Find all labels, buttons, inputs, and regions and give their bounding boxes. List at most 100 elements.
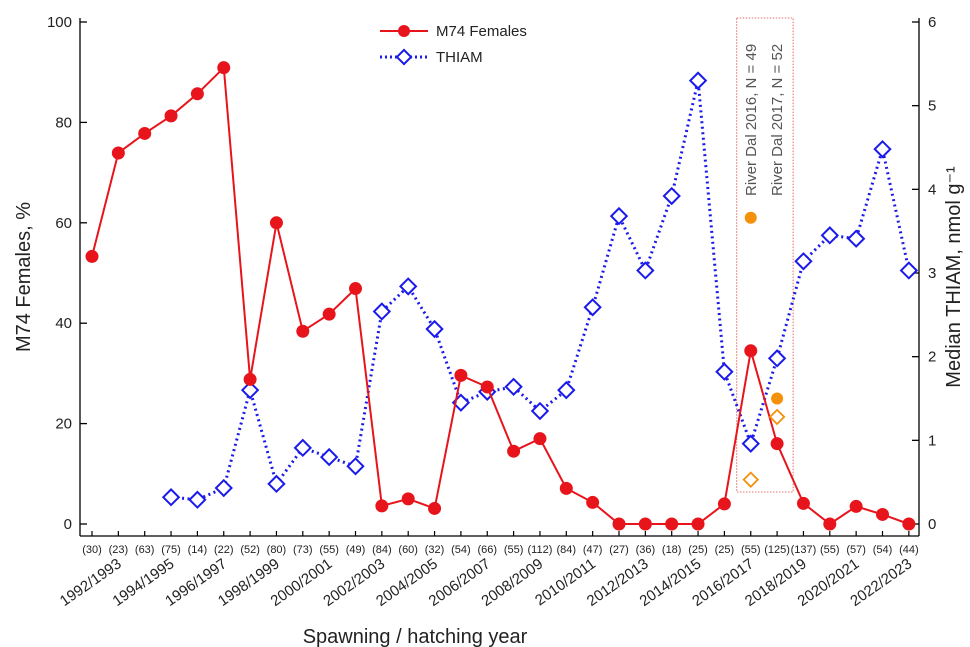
m74-point xyxy=(401,492,415,506)
m74-point xyxy=(138,126,152,140)
river-dal-annotation: River Dal 2016, N = 49 River Dal 2017, N… xyxy=(736,17,794,493)
sample-size-label: (60) xyxy=(398,544,418,556)
left-tick-label: 20 xyxy=(55,416,72,433)
sample-size-label: (54) xyxy=(873,544,893,556)
m74-point xyxy=(902,517,916,531)
legend-m74-marker xyxy=(398,25,410,37)
sample-size-label: (84) xyxy=(372,544,392,556)
sample-size-label: (25) xyxy=(688,544,708,556)
thiam-point xyxy=(820,226,839,245)
m74-point xyxy=(296,324,310,338)
right-tick-label: 3 xyxy=(928,265,936,282)
sample-size-label: (44) xyxy=(899,544,919,556)
river-dal-thiam-point xyxy=(742,471,760,489)
thiam-point xyxy=(504,377,523,396)
m74-point xyxy=(612,517,626,531)
river-dal-thiam-point xyxy=(768,408,786,426)
m74-point xyxy=(717,497,731,511)
thiam-point xyxy=(715,362,734,381)
sample-size-label: (57) xyxy=(846,544,866,556)
left-tick-label: 40 xyxy=(55,315,72,332)
sample-size-label: (18) xyxy=(662,544,682,556)
thiam-point xyxy=(346,457,365,476)
river-dal-m74-point xyxy=(771,392,784,405)
m74-point xyxy=(586,495,600,509)
m74-point xyxy=(243,372,257,386)
m74-point xyxy=(876,507,889,521)
y-left-axis-title: M74 Females, % xyxy=(13,202,35,352)
left-tick-label: 60 xyxy=(55,215,72,232)
right-tick-label: 5 xyxy=(928,98,936,115)
thiam-point xyxy=(846,229,866,248)
thiam-point xyxy=(319,447,339,467)
thiam-point xyxy=(688,71,708,90)
m74-point xyxy=(691,517,705,531)
left-axis-ticks: 0 20 40 60 80 100 xyxy=(47,14,87,533)
sample-size-label: (112) xyxy=(528,544,553,556)
sample-size-label: (75) xyxy=(161,544,181,556)
right-tick-label: 4 xyxy=(928,181,936,198)
sample-size-label: (55) xyxy=(820,544,840,556)
thiam-point xyxy=(293,438,312,458)
thiam-point xyxy=(899,261,919,280)
thiam-point xyxy=(662,186,681,206)
m74-females-series xyxy=(85,61,916,531)
m74-point xyxy=(190,87,204,101)
m74-point xyxy=(111,146,125,160)
thiam-point xyxy=(583,298,602,317)
thiam-point xyxy=(636,261,655,280)
thiam-point xyxy=(161,488,181,507)
thiam-point xyxy=(399,277,418,296)
thiam-point xyxy=(741,434,760,453)
sample-size-label: (52) xyxy=(240,544,260,556)
left-tick-label: 0 xyxy=(64,516,72,533)
legend-m74-label: M74 Females xyxy=(436,23,527,40)
m74-point xyxy=(507,444,521,458)
thiam-point xyxy=(372,302,392,321)
m74-point xyxy=(164,109,178,123)
m74-point xyxy=(533,432,547,446)
thiam-point xyxy=(794,252,813,271)
legend-thiam-marker xyxy=(395,48,413,66)
sample-size-label: (55) xyxy=(319,544,339,556)
right-tick-label: 6 xyxy=(928,14,936,31)
river-dal-m74-point xyxy=(744,211,757,224)
river-dal-box xyxy=(736,17,794,493)
m74-point xyxy=(849,499,863,513)
sample-size-label: (55) xyxy=(504,544,524,556)
m74-point xyxy=(665,517,679,531)
sample-size-label: (63) xyxy=(135,544,155,556)
river-dal-2017-label: River Dal 2017, N = 52 xyxy=(769,44,786,196)
thiam-point xyxy=(214,478,233,498)
sample-size-label: (30) xyxy=(82,544,102,556)
m74-point xyxy=(480,380,494,394)
x-axis-title: Spawning / hatching year xyxy=(303,626,528,647)
y-right-axis-title: Median THIAM, nmol g⁻¹ xyxy=(943,166,965,388)
m74-point xyxy=(796,496,810,510)
thiam-point xyxy=(425,319,444,339)
legend: M74 Females THIAM xyxy=(380,23,527,66)
thiam-point xyxy=(267,474,286,494)
m74-point xyxy=(375,499,389,513)
m74-point xyxy=(744,344,758,358)
thiam-point xyxy=(188,490,207,509)
right-tick-label: 1 xyxy=(928,432,936,449)
x-axis-tick-labels: 1992/19931994/19951996/19971998/19992000… xyxy=(57,555,915,610)
sample-size-label: (55) xyxy=(741,544,761,556)
sample-size-label: (22) xyxy=(214,544,234,556)
legend-thiam-label: THIAM xyxy=(436,49,483,66)
thiam-point xyxy=(873,139,892,159)
left-tick-label: 80 xyxy=(55,114,72,131)
right-tick-label: 2 xyxy=(928,349,936,366)
m74-point xyxy=(217,61,231,75)
thiam-series xyxy=(161,71,919,509)
thiam-point xyxy=(767,349,787,368)
thiam-point xyxy=(557,380,576,400)
right-tick-label: 0 xyxy=(928,516,936,533)
m74-point xyxy=(559,481,573,495)
m74-point xyxy=(638,517,652,531)
right-axis-ticks: 0 1 2 3 4 5 6 xyxy=(912,14,936,533)
sample-size-label: (25) xyxy=(715,544,735,556)
sample-size-label: (84) xyxy=(557,544,577,556)
